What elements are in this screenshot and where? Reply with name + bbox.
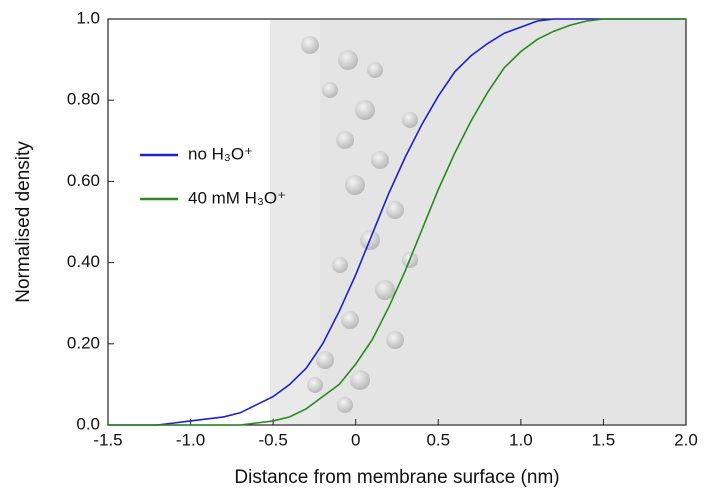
x-tick-label: -1.0 xyxy=(176,430,205,449)
x-tick-label: -1.5 xyxy=(93,430,122,449)
x-tick-label: 1.0 xyxy=(509,430,533,449)
y-tick-label: 0.20 xyxy=(67,333,100,352)
line-series xyxy=(108,18,686,426)
y-tick-label: 0.60 xyxy=(67,171,100,190)
x-tick-label: 2.0 xyxy=(674,430,698,449)
y-tick-label: 0.80 xyxy=(67,90,100,109)
legend-label: 40 mM H₃O⁺ xyxy=(188,188,286,207)
legend-label: no H₃O⁺ xyxy=(188,144,253,163)
membrane-background xyxy=(270,20,686,424)
x-tick-label: 0.5 xyxy=(426,430,450,449)
x-axis-label: Distance from membrane surface (nm) xyxy=(234,467,559,488)
y-tick-label: 0.0 xyxy=(76,414,100,433)
x-tick-label: -0.5 xyxy=(258,430,287,449)
x-tick-label: 1.5 xyxy=(592,430,616,449)
x-tick-label: 0 xyxy=(351,430,360,449)
y-tick-label: 0.40 xyxy=(67,252,100,271)
plot-frame xyxy=(107,18,687,426)
line-series xyxy=(108,18,686,426)
y-tick-label: 1.0 xyxy=(76,8,100,27)
y-axis-label: Normalised density xyxy=(13,141,34,303)
